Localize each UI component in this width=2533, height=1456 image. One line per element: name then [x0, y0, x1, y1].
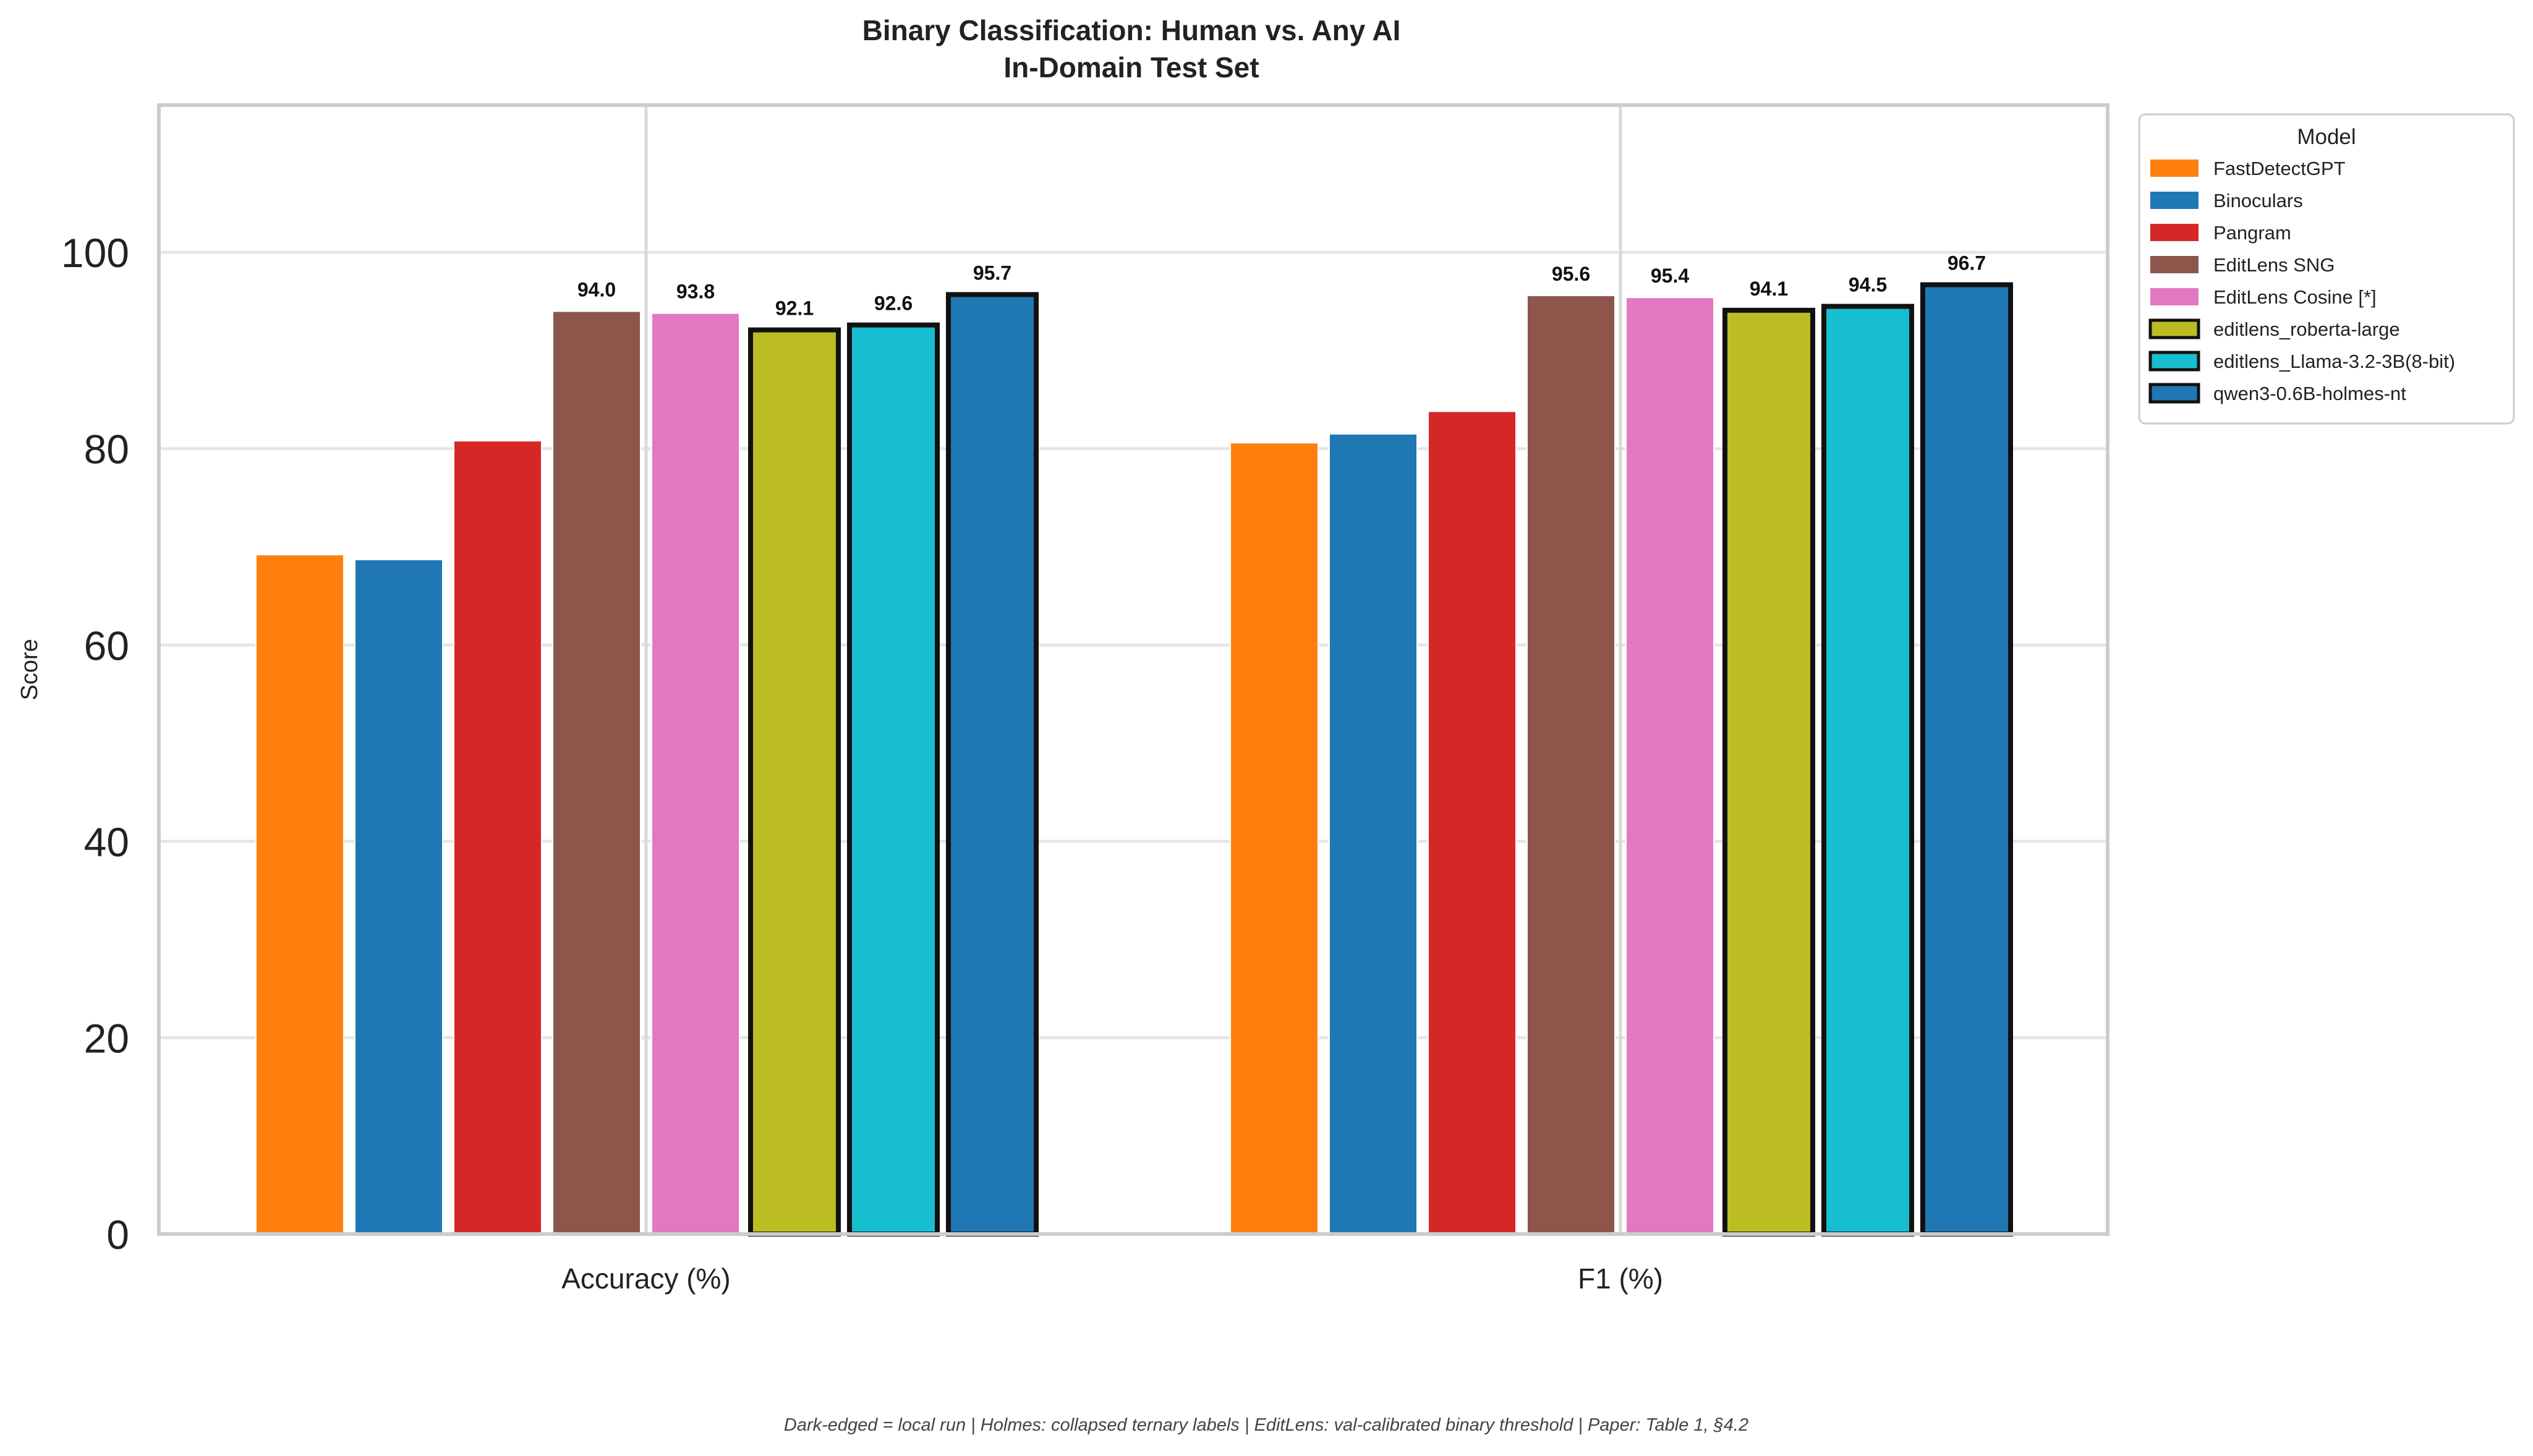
legend-swatch [2148, 318, 2200, 339]
data-labels-layer: 94.0 95.6 93.8 95.4 92.1 94.1 92.6 94.5 95.7 96.7 [577, 252, 1986, 320]
legend-swatch [2150, 256, 2199, 273]
bar [255, 554, 344, 1235]
bar [354, 559, 443, 1235]
legend-title: Model [2297, 125, 2356, 149]
data-label: 94.5 [1849, 274, 1887, 296]
legend-swatch [2148, 351, 2200, 372]
y-axis-label: Score [17, 639, 43, 700]
data-label: 95.7 [973, 262, 1011, 284]
footnote: Dark-edged = local run | Holmes: collaps… [784, 1415, 1748, 1435]
legend-swatch [2148, 383, 2200, 404]
legend-label: EditLens Cosine [*] [2213, 286, 2377, 308]
legend-label: FastDetectGPT [2213, 158, 2346, 179]
legend-label: Binoculars [2213, 190, 2303, 211]
legend-swatch [2150, 224, 2199, 241]
y-tick-label: 60 [84, 623, 129, 668]
x-category-label: Accuracy (%) [561, 1262, 730, 1295]
data-label: 92.1 [775, 297, 814, 320]
y-tick-label: 0 [106, 1212, 129, 1258]
data-label: 95.6 [1552, 263, 1590, 285]
data-label: 92.6 [874, 292, 913, 315]
y-tick-label: 100 [61, 230, 129, 276]
bar [651, 312, 740, 1235]
bar [552, 310, 641, 1235]
legend-frame [2138, 113, 2515, 425]
bar [1428, 411, 1517, 1235]
legend-swatch [2150, 288, 2199, 305]
bar [946, 292, 1039, 1237]
bar [453, 440, 542, 1235]
y-tick-label: 40 [84, 819, 129, 865]
bar [1230, 442, 1319, 1235]
chart-title: Binary Classification: Human vs. Any AI [862, 14, 1401, 46]
bar [1722, 307, 1815, 1237]
plot-frame [157, 103, 2109, 1236]
chart-subtitle: In-Domain Test Set [1003, 51, 1259, 83]
x-categories-layer: Accuracy (%) F1 (%) [561, 1262, 1663, 1295]
legend-label: editlens_Llama-3.2-3B(8-bit) [2213, 351, 2455, 372]
legend-swatch [2150, 192, 2199, 209]
bar [1920, 282, 2013, 1237]
data-label: 93.8 [676, 281, 715, 303]
bars-layer [255, 282, 2013, 1237]
bar [847, 322, 940, 1237]
bar [1625, 297, 1714, 1235]
bar [1526, 295, 1616, 1235]
data-label: 94.0 [577, 278, 616, 300]
bar [1821, 304, 1914, 1237]
data-label: 96.7 [1948, 252, 1986, 275]
legend-swatch [2150, 160, 2199, 177]
x-category-label: F1 (%) [1578, 1262, 1663, 1295]
bar [748, 327, 841, 1237]
legend-label: EditLens SNG [2213, 254, 2335, 276]
legend: Model FastDetectGPT Binoculars Pangram Edit… [2138, 113, 2515, 425]
legend-label: editlens_roberta-large [2213, 318, 2400, 340]
data-label: 94.1 [1750, 278, 1788, 300]
data-label: 95.4 [1651, 265, 1689, 287]
legend-items: FastDetectGPT Binoculars Pangram EditLens S… [2148, 158, 2455, 404]
legend-label: Pangram [2213, 222, 2291, 244]
y-tick-label: 80 [84, 427, 129, 472]
y-ticks-layer: 0 20 40 60 80 100 [61, 230, 129, 1258]
bar [1329, 433, 1418, 1235]
legend-label: qwen3-0.6B-holmes-nt [2213, 383, 2406, 404]
y-tick-label: 20 [84, 1015, 129, 1061]
